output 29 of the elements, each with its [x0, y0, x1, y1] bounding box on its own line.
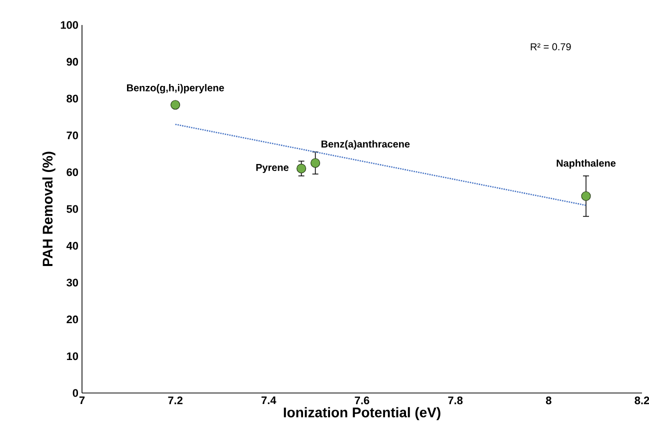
- y-tick-label: 20: [66, 316, 78, 324]
- x-tick-label: 7.8: [448, 396, 463, 404]
- point: [310, 158, 320, 168]
- x-tick-label: 7.6: [354, 396, 370, 404]
- y-tick-label: 40: [66, 242, 78, 250]
- annotation: Naphthalene: [556, 159, 616, 169]
- x-tick-label: 7.2: [168, 396, 183, 404]
- y-tick-label: 80: [66, 94, 78, 102]
- x-tick-label: 7: [79, 396, 85, 404]
- y-axis-title: PAH Removal (%): [42, 152, 56, 266]
- y-tick-label: 0: [72, 389, 78, 397]
- y-tick-label: 50: [66, 205, 78, 213]
- x-tick-label: 8: [546, 396, 552, 404]
- annotation: Benz(a)anthracene: [322, 140, 410, 150]
- x-tick-label: 8.2: [634, 396, 649, 404]
- y-tick-label: 60: [66, 168, 78, 176]
- y-tick-label: 100: [60, 21, 78, 29]
- y-tick-label: 70: [66, 132, 78, 140]
- point: [581, 191, 591, 201]
- y-tick-label: 10: [66, 352, 78, 360]
- annotation: Benzo(g,h,i)perylene: [127, 84, 224, 94]
- y-tick-label: 30: [66, 278, 78, 286]
- y-tick-label: 90: [66, 58, 78, 66]
- point: [170, 100, 180, 110]
- point: [296, 164, 306, 174]
- x-tick-label: 7.4: [262, 396, 276, 404]
- annotation: R² = 0.79: [530, 43, 571, 50]
- annotation: Pyrene: [256, 164, 289, 173]
- x-axis-title: Ionization Potential (eV): [284, 407, 440, 420]
